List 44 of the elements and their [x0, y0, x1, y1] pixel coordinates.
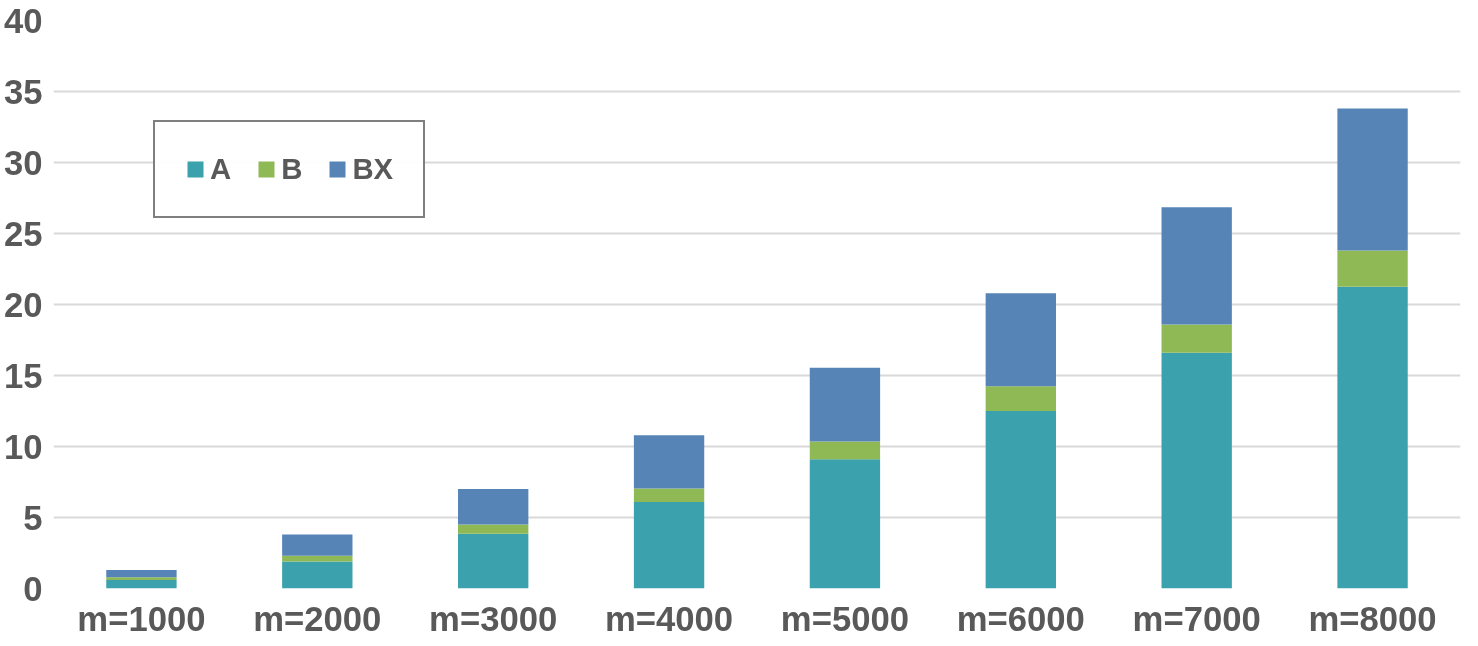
y-tick-label: 30 — [3, 143, 43, 182]
x-tick-label: m=7000 — [1132, 599, 1261, 638]
bar — [282, 555, 353, 562]
x-tick-label: m=4000 — [604, 599, 734, 638]
x-tick-label: m=3000 — [429, 599, 558, 638]
x-tick-label: m=2000 — [253, 599, 382, 638]
bar — [106, 577, 177, 580]
x-tick-label: m=5000 — [780, 599, 910, 638]
y-tick-label: 20 — [3, 285, 43, 324]
legend-label: BX — [352, 152, 394, 186]
y-tick-label: 15 — [3, 356, 43, 395]
bar — [106, 570, 177, 578]
bar — [985, 386, 1056, 411]
x-tick-label: m=1000 — [77, 599, 206, 638]
bar — [1337, 108, 1408, 251]
bar — [633, 488, 705, 502]
legend-label: B — [281, 152, 303, 186]
y-tick-label: 35 — [3, 72, 43, 111]
bar — [458, 524, 529, 534]
y-tick-label: 0 — [23, 569, 43, 608]
bar — [1161, 324, 1232, 353]
bar — [1337, 286, 1408, 589]
bar — [809, 367, 881, 442]
bar — [282, 534, 353, 556]
bar — [458, 489, 529, 525]
bar — [985, 293, 1056, 387]
bar — [106, 579, 177, 589]
bar — [985, 411, 1056, 589]
bar — [633, 435, 705, 489]
bar — [809, 441, 881, 460]
x-tick-label: m=8000 — [1308, 599, 1437, 638]
y-tick-label: 10 — [3, 427, 43, 466]
y-tick-label: 40 — [3, 1, 43, 40]
legend-label: A — [210, 152, 232, 186]
y-tick-label: 5 — [23, 498, 43, 537]
bar — [809, 459, 881, 589]
bar — [1161, 352, 1232, 589]
bar — [458, 533, 529, 589]
bar — [633, 501, 705, 589]
x-tick-label: m=6000 — [956, 599, 1085, 638]
bar — [282, 561, 353, 589]
y-tick-label: 25 — [3, 214, 43, 253]
bar — [1337, 250, 1408, 287]
bar — [1161, 207, 1232, 325]
